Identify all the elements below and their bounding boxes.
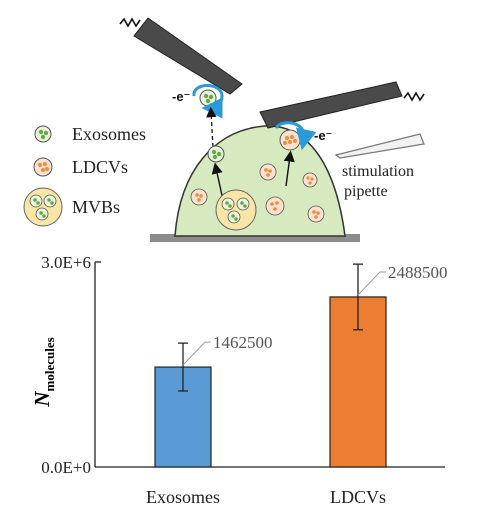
- mvb-release-arrow: [211, 162, 224, 201]
- ldcv-in-cell-4: [307, 205, 325, 223]
- legend: Exosomes LDCVs MVBs: [23, 124, 146, 227]
- y-axis-label-main: N: [30, 391, 54, 408]
- ldcv-release-arrow: [283, 150, 295, 187]
- y-tick-label-top: 3.0E+6: [41, 253, 91, 272]
- fusing-exosome: [207, 145, 225, 163]
- exosome-release-arrow: [206, 106, 217, 148]
- released-ldcv: [279, 129, 301, 151]
- data-label-exosomes: 1462500: [213, 333, 273, 352]
- electron-label-left: -e⁻: [172, 89, 190, 104]
- left-electrode: [119, 17, 243, 95]
- legend-ldcvs-label: LDCVs: [72, 157, 128, 177]
- cell-diagram: -e⁻ -e⁻: [119, 17, 425, 242]
- ldcv-in-cell-2: [190, 188, 208, 206]
- bar-chart: 3.0E+6 0.0E+0 Nmolecules 1462500 Exosomes…: [30, 253, 448, 507]
- legend-mvbs-label: MVBs: [72, 197, 120, 217]
- electron-label-right: -e⁻: [314, 128, 332, 143]
- legend-mvb-icon: [23, 187, 63, 227]
- oxidation-arrow-right: [274, 121, 317, 151]
- legend-exosomes-label: Exosomes: [72, 124, 146, 144]
- ldcv-in-cell-5: [302, 172, 318, 188]
- pipette-label-line2: pipette: [344, 183, 388, 200]
- data-label-leader-ldcvs: [357, 271, 386, 296]
- data-label-leader-exosomes: [182, 341, 211, 366]
- stimulation-pipette: [334, 133, 425, 159]
- released-exosome: [199, 89, 217, 107]
- mvb-in-cell: [215, 189, 257, 231]
- legend-ldcv-icon: [33, 157, 53, 177]
- x-tick-label-exosomes: Exosomes: [146, 487, 220, 507]
- x-tick-label-ldcvs: LDCVs: [330, 487, 386, 507]
- ldcv-in-cell-3: [265, 196, 285, 216]
- error-bar-ldcvs: [353, 263, 363, 331]
- ldcv-in-cell-1: [259, 163, 277, 181]
- y-tick-label-bottom: 0.0E+0: [41, 458, 91, 477]
- legend-exosome-icon: [34, 125, 52, 143]
- pipette-label-line1: stimulation: [342, 163, 414, 180]
- error-bar-exosomes: [178, 342, 188, 392]
- y-axis-label-sub: molecules: [42, 337, 57, 391]
- bars-group: 1462500 Exosomes 2488500 LDCVs: [146, 263, 448, 507]
- right-electrode: [259, 81, 425, 129]
- y-axis-label: Nmolecules: [30, 337, 57, 407]
- substrate-bar: [150, 234, 360, 242]
- data-label-ldcvs: 2488500: [388, 263, 448, 282]
